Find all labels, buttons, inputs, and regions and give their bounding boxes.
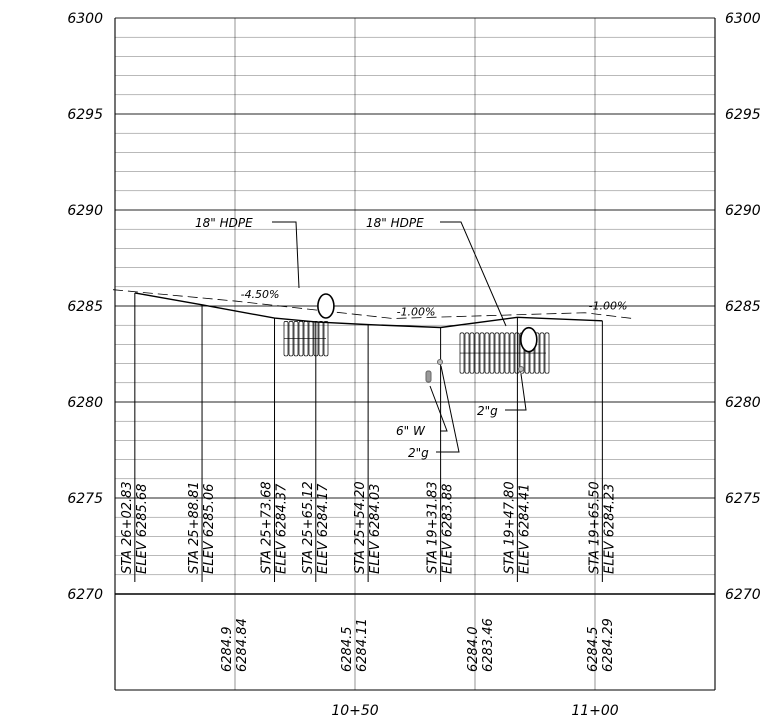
station-label: STA 19+31.83	[426, 481, 441, 574]
elevation-label-right: 6280	[725, 395, 761, 411]
water-leader	[430, 386, 447, 431]
water-callout: 6" W	[396, 424, 426, 438]
gas-pipe	[519, 367, 524, 372]
hdpe-callout: 18" HDPE	[195, 216, 253, 230]
station-label: STA 19+47.80	[502, 481, 517, 574]
gas-leader	[436, 366, 459, 452]
elevation-label-right: 6300	[725, 11, 761, 27]
elevation-label-left: 6285	[67, 299, 103, 315]
gas-leader	[505, 374, 526, 410]
station-axis-labels: 10+50 11+00	[331, 703, 618, 719]
existing-ground: -4.50% -1.00% -1.00%	[113, 288, 633, 327]
elevation-label-right: 6270	[725, 587, 761, 603]
station-label: STA 25+88.81	[187, 481, 202, 574]
hdpe-leader	[440, 222, 506, 326]
station-axis-label: 10+50	[331, 703, 378, 719]
hdpe-pipe	[318, 294, 334, 318]
bottom-band: 6284.9 6284.84 6284.5 6284.11 6284.0 6283.46 6…	[220, 618, 616, 672]
station-label: STA 19+65.50	[587, 481, 602, 574]
proposed-grade-line	[113, 290, 633, 319]
existing-elevation: 6283.46	[481, 618, 496, 672]
elevation-station-label: ELEV 6285.06	[202, 484, 217, 574]
gas-pipe	[438, 360, 443, 365]
gas-callout: 2"g	[408, 446, 429, 460]
elevation-station-label: ELEV 6284.17	[316, 483, 331, 574]
hdpe-pipe	[521, 328, 537, 352]
station-label: STA 25+54.20	[353, 481, 368, 574]
major-grid	[115, 18, 715, 690]
station-label: STA 26+02.83	[120, 481, 135, 574]
station-axis-label: 11+00	[571, 703, 618, 719]
grade-label: -1.00%	[397, 305, 436, 318]
elevation-label-left: 6295	[67, 107, 103, 123]
station-lines: STA 26+02.83 ELEV 6285.68 STA 25+88.81 ELEV…	[120, 293, 618, 582]
grade-label: -4.50%	[241, 288, 280, 301]
elevation-station-label: ELEV 6284.41	[517, 484, 532, 574]
elevation-label-left: 6275	[67, 491, 103, 507]
elevation-label-right: 6290	[725, 203, 761, 219]
existing-elevation: 6284.11	[355, 618, 370, 672]
elevation-label-right: 6275	[725, 491, 761, 507]
elevation-station-label: ELEV 6284.03	[368, 484, 383, 574]
hdpe-callout: 18" HDPE	[366, 216, 424, 230]
existing-elevation: 6284.84	[235, 618, 250, 672]
proposed-elevation: 6284.5	[340, 627, 355, 673]
hdpe-leader	[272, 222, 299, 288]
elevation-station-label: ELEV 6284.23	[602, 484, 617, 574]
grade-label: -1.00%	[589, 300, 628, 313]
elevation-station-label: ELEV 6285.68	[135, 484, 150, 574]
proposed-elevation: 6284.5	[586, 627, 601, 673]
elevation-label-left: 6280	[67, 395, 103, 411]
elevation-label-left: 6290	[67, 203, 103, 219]
callouts: 18" HDPE 18" HDPE 6" W 2"g 2"g	[195, 216, 526, 460]
profile-border	[115, 18, 715, 690]
proposed-elevation: 6284.0	[466, 627, 481, 673]
elevation-label-left: 6300	[67, 11, 103, 27]
elevation-station-label: ELEV 6284.37	[275, 483, 290, 574]
station-label: STA 25+65.12	[301, 481, 316, 574]
station-label: STA 25+73.68	[260, 481, 275, 574]
water-pipe	[426, 371, 431, 382]
proposed-elevation: 6284.9	[220, 627, 235, 673]
elevation-label-right: 6295	[725, 107, 761, 123]
existing-elevation: 6284.29	[601, 618, 616, 672]
elevation-label-right: 6285	[725, 299, 761, 315]
elevation-station-label: ELEV 6283.88	[441, 484, 456, 574]
gas-callout: 2"g	[477, 404, 498, 418]
elevation-label-left: 6270	[67, 587, 103, 603]
